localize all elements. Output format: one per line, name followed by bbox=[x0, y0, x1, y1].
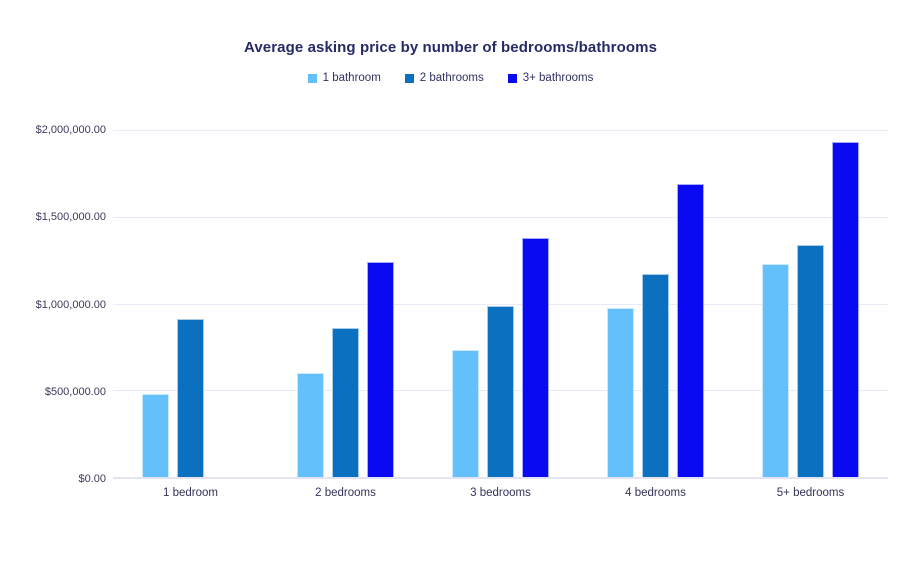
bar-slot bbox=[177, 130, 204, 477]
bar-3+-bathrooms bbox=[522, 238, 549, 477]
y-axis-labels: $0.00 $500,000.00 $1,000,000.00 $1,500,000.… bbox=[0, 124, 106, 485]
legend-swatch-icon bbox=[404, 73, 414, 83]
x-axis-tick-label: 1 bedroom bbox=[163, 487, 218, 499]
chart-legend: 1 bathroom 2 bathrooms 3+ bathrooms bbox=[0, 71, 901, 85]
bar-2-bathrooms bbox=[797, 245, 824, 477]
bar-1-bathroom bbox=[142, 393, 169, 477]
bar-3+-bathrooms bbox=[832, 142, 859, 477]
bar-2-bathrooms bbox=[332, 327, 359, 477]
bar-group bbox=[297, 130, 394, 477]
chart-title: Average asking price by number of bedroo… bbox=[243, 39, 658, 56]
bar-group bbox=[452, 130, 549, 477]
category-column bbox=[578, 130, 733, 477]
gridline bbox=[113, 216, 888, 218]
bar-slot bbox=[762, 130, 789, 477]
bar-slot bbox=[677, 130, 704, 477]
x-axis-labels: 1 bedroom 2 bedrooms 3 bedrooms 4 bedrooms 5… bbox=[113, 486, 888, 500]
bar-group bbox=[142, 130, 239, 477]
y-axis-tick-label: $2,000,000.00 bbox=[35, 124, 106, 136]
legend-item-3: 3+ bathrooms bbox=[507, 71, 594, 85]
plot-wrap: $0.00 $500,000.00 $1,000,000.00 $1,500,000.… bbox=[0, 124, 901, 485]
x-axis-tick-label: 2 bedrooms bbox=[315, 487, 376, 499]
x-axis-tick-label: 3 bedrooms bbox=[470, 487, 531, 499]
bar-group bbox=[762, 130, 859, 477]
bar-3+-bathrooms bbox=[367, 261, 394, 477]
legend-label: 3+ bathrooms bbox=[522, 72, 594, 84]
bar-3+-bathrooms bbox=[677, 183, 704, 477]
bar-slot bbox=[487, 130, 514, 477]
x-axis-tick-label: 5+ bedrooms bbox=[776, 487, 845, 499]
bar-slot bbox=[332, 130, 359, 477]
legend-label: 1 bathroom bbox=[322, 72, 381, 84]
legend-swatch-icon bbox=[307, 73, 317, 83]
bar-1-bathroom bbox=[452, 350, 479, 477]
bar-1-bathroom bbox=[607, 307, 634, 477]
gridline bbox=[113, 303, 888, 305]
bar-1-bathroom bbox=[297, 372, 324, 477]
bar-slot bbox=[797, 130, 824, 477]
bar-slot bbox=[212, 130, 239, 477]
plot-area bbox=[113, 130, 888, 479]
bar-groups bbox=[113, 130, 888, 477]
bar-1-bathroom bbox=[762, 264, 789, 477]
x-axis-tick-label: 4 bedrooms bbox=[625, 487, 686, 499]
bar-slot bbox=[367, 130, 394, 477]
legend-label: 2 bathrooms bbox=[419, 72, 484, 84]
legend-swatch-icon bbox=[507, 73, 517, 83]
category-column bbox=[268, 130, 423, 477]
bar-slot bbox=[607, 130, 634, 477]
y-axis-tick-label: $1,000,000.00 bbox=[35, 298, 106, 311]
bar-slot bbox=[142, 130, 169, 477]
bar-2-bathrooms bbox=[487, 306, 514, 477]
category-column bbox=[733, 130, 888, 477]
gridline bbox=[113, 130, 888, 131]
bar-slot bbox=[297, 130, 324, 477]
bar-group bbox=[607, 130, 704, 477]
legend-item-2: 2 bathrooms bbox=[404, 71, 484, 85]
bar-2-bathrooms bbox=[177, 319, 204, 477]
bar-slot bbox=[522, 130, 549, 477]
y-axis-tick-label: $500,000.00 bbox=[44, 385, 106, 398]
y-axis-tick-label: $0.00 bbox=[78, 473, 106, 485]
category-column bbox=[113, 130, 268, 477]
bar-slot bbox=[832, 130, 859, 477]
bar-2-bathrooms bbox=[642, 274, 669, 477]
legend-item-1: 1 bathroom bbox=[307, 71, 381, 85]
category-column bbox=[423, 130, 578, 477]
bar-slot bbox=[452, 130, 479, 477]
bar-slot bbox=[642, 130, 669, 477]
y-axis-tick-label: $1,500,000.00 bbox=[35, 211, 106, 224]
